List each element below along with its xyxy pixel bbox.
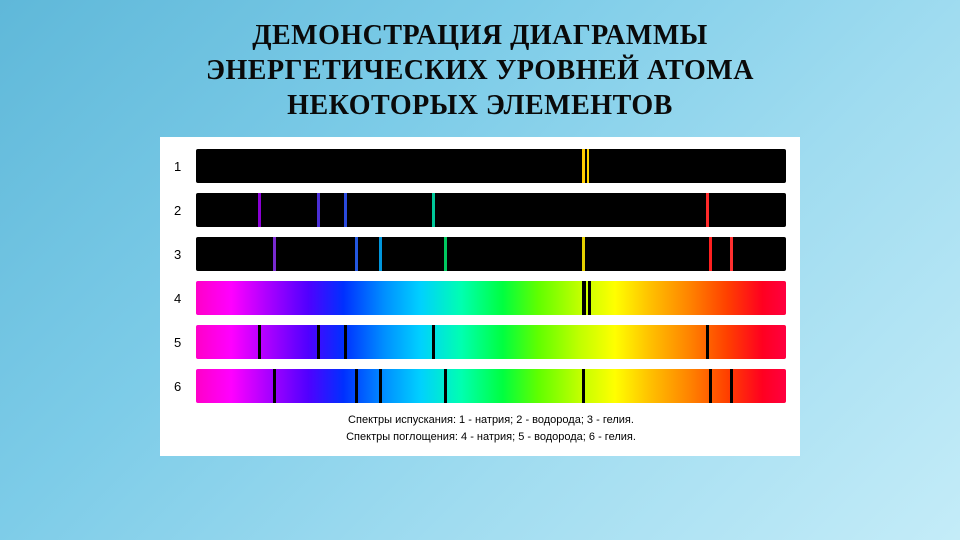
absorption-strip xyxy=(196,369,786,403)
spectral-line xyxy=(587,149,589,183)
spectral-line xyxy=(317,325,320,359)
spectral-line xyxy=(355,369,358,403)
spectral-line xyxy=(582,237,585,271)
spectral-line xyxy=(258,193,261,227)
spectral-line xyxy=(709,237,712,271)
spectral-line xyxy=(709,369,712,403)
spectrum-row: 4 xyxy=(174,281,786,315)
spectral-line xyxy=(344,193,347,227)
spectra-panel: 1 2 3 4 5 6 Спектры испускания: 1 - натрия; 2… xyxy=(160,137,800,456)
spectral-line xyxy=(344,325,347,359)
spectral-line xyxy=(273,369,276,403)
row-label: 3 xyxy=(174,247,196,262)
spectral-line xyxy=(379,369,382,403)
caption-absorption: Спектры поглощения: 4 - натрия; 5 - водо… xyxy=(196,430,786,445)
spectral-line xyxy=(730,237,733,271)
caption-emission: Спектры испускания: 1 - натрия; 2 - водо… xyxy=(196,413,786,428)
spectral-line xyxy=(706,193,709,227)
spectral-line xyxy=(582,149,585,183)
spectrum-row: 3 xyxy=(174,237,786,271)
emission-strip xyxy=(196,149,786,183)
row-label: 2 xyxy=(174,203,196,218)
spectrum-row: 2 xyxy=(174,193,786,227)
spectral-line xyxy=(432,325,435,359)
spectral-line xyxy=(582,369,585,403)
spectrum-row: 5 xyxy=(174,325,786,359)
title-line-1: ДЕМОНСТРАЦИЯ ДИАГРАММЫ xyxy=(252,20,708,51)
title-line-3: НЕКОТОРЫХ ЭЛЕМЕНТОВ xyxy=(287,90,673,121)
spectral-line xyxy=(355,237,358,271)
spectral-line xyxy=(706,325,709,359)
spectral-line xyxy=(379,237,382,271)
emission-strip xyxy=(196,193,786,227)
row-label: 1 xyxy=(174,159,196,174)
spectral-line xyxy=(588,281,591,315)
title-line-2: ЭНЕРГЕТИЧЕСКИХ УРОВНЕЙ АТОМА xyxy=(206,55,754,86)
spectral-line xyxy=(432,193,435,227)
spectral-line xyxy=(444,369,447,403)
row-label: 6 xyxy=(174,379,196,394)
spectra-rows: 1 2 3 4 5 6 xyxy=(174,149,786,403)
row-label: 5 xyxy=(174,335,196,350)
spectrum-row: 6 xyxy=(174,369,786,403)
spectral-line xyxy=(258,325,261,359)
spectral-line xyxy=(273,237,276,271)
spectral-line xyxy=(730,369,733,403)
spectral-line xyxy=(444,237,447,271)
absorption-strip xyxy=(196,281,786,315)
row-label: 4 xyxy=(174,291,196,306)
spectral-line xyxy=(317,193,320,227)
slide-title: ДЕМОНСТРАЦИЯ ДИАГРАММЫ ЭНЕРГЕТИЧЕСКИХ УР… xyxy=(0,0,960,131)
emission-strip xyxy=(196,237,786,271)
spectral-line xyxy=(582,281,586,315)
absorption-strip xyxy=(196,325,786,359)
spectrum-row: 1 xyxy=(174,149,786,183)
